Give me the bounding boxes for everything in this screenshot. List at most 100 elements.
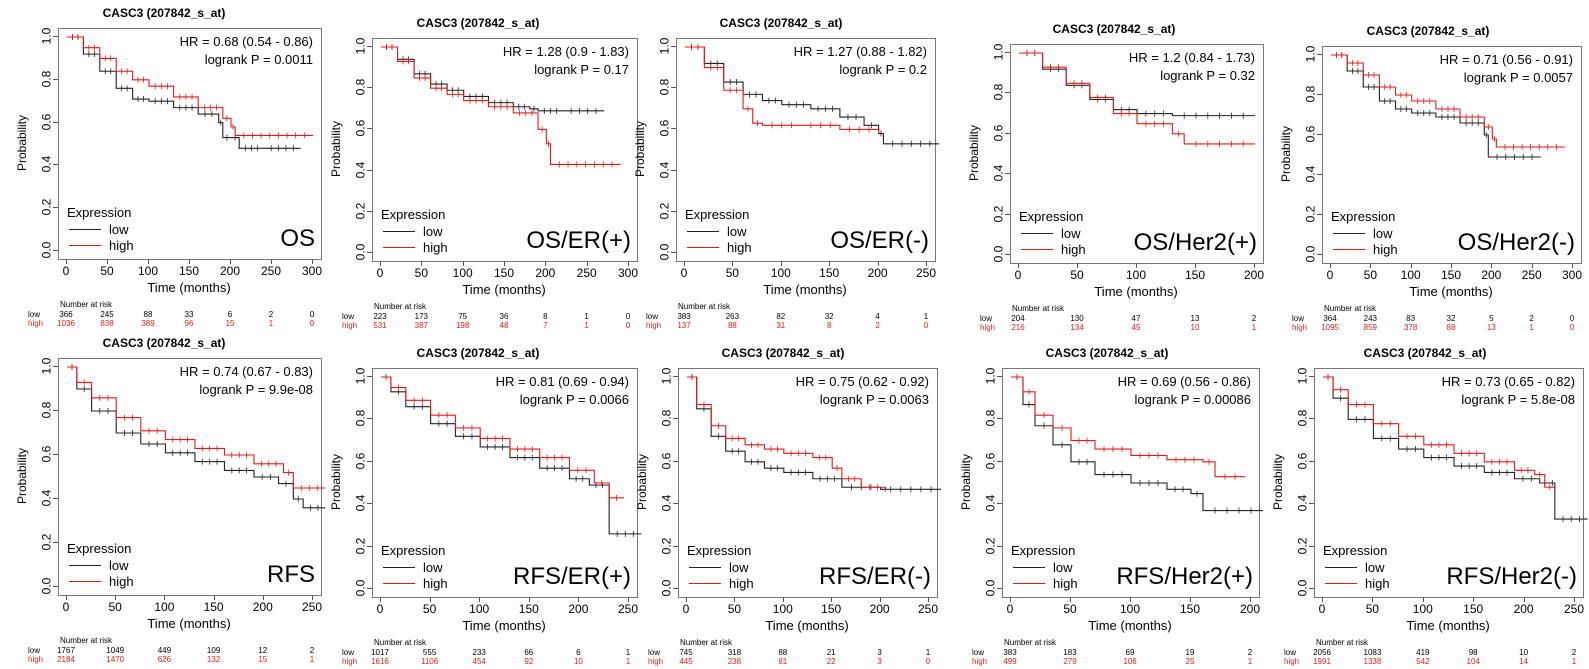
x-tick-mark <box>732 261 734 266</box>
risk-high-label: high <box>342 657 358 666</box>
legend-item-low: low <box>1323 559 1390 575</box>
risk-high-count: 0 <box>1569 323 1575 332</box>
risk-low-count: 88 <box>778 648 788 657</box>
risk-low-count: 555 <box>422 648 437 657</box>
risk-low-count: 1 <box>584 312 589 321</box>
risk-low-count: 2 <box>1251 314 1257 323</box>
legend-item-low: low <box>687 559 754 575</box>
hazard-ratio-stats: HR = 0.74 (0.67 - 0.83) logrank P = 9.9e-… <box>180 363 313 399</box>
risk-high-label: high <box>1292 323 1308 332</box>
plot-area: HR = 0.74 (0.67 - 0.83) logrank P = 9.9e-… <box>58 358 326 596</box>
x-tick-label: 0 <box>680 266 688 280</box>
x-tick-label: 150 <box>1179 602 1201 616</box>
x-tick-label: 250 <box>617 602 639 616</box>
x-tick-label: 200 <box>535 266 556 280</box>
risk-low-count: 82 <box>776 312 786 321</box>
y-tick-mark <box>671 252 676 253</box>
legend-title: Expression <box>1019 209 1084 224</box>
risk-low-label: low <box>342 312 355 321</box>
y-tick-mark <box>367 418 372 420</box>
y-axis-label: Probability <box>329 120 343 178</box>
y-tick-mark <box>1309 503 1314 505</box>
x-tick-label: 200 <box>1239 602 1261 616</box>
y-tick-label: 0.4 <box>983 494 998 512</box>
y-tick-label: 0.8 <box>657 78 672 96</box>
y-axis-label: Probability <box>635 453 649 511</box>
risk-high-count: 387 <box>414 321 429 330</box>
risk-high-count: 2184 <box>57 655 75 664</box>
logrank-p: logrank P = 5.8e-08 <box>1461 392 1575 407</box>
x-tick-mark <box>1574 597 1575 602</box>
risk-low-label: low <box>646 312 659 321</box>
risk-high-count: 859 <box>1363 323 1378 332</box>
x-tick-label: 250 <box>301 600 323 614</box>
km-panel: CASC3 (207842_s_at) Probability HR = 0.68 … <box>14 6 322 328</box>
panel-title: CASC3 (207842_s_at) <box>1366 24 1490 38</box>
km-curves <box>685 44 940 147</box>
legend-swatch <box>687 246 719 248</box>
y-tick-label: 0.4 <box>657 161 672 178</box>
x-tick-label: 300 <box>617 266 639 280</box>
risk-low-count: 21 <box>826 648 836 657</box>
x-tick-label: 0 <box>1326 268 1334 282</box>
risk-high-count: 389 <box>141 319 155 328</box>
y-tick-label: 0.2 <box>353 537 368 554</box>
risk-high-count: 81 <box>778 657 788 666</box>
legend-title: Expression <box>67 541 132 556</box>
legend-item-low: low <box>1019 225 1086 241</box>
y-tick-mark <box>53 454 58 455</box>
x-tick-mark <box>1572 263 1573 268</box>
x-tick-label: 200 <box>1513 602 1534 616</box>
legend-label: low <box>109 221 129 237</box>
subset-label: OS <box>280 225 315 252</box>
risk-low-count: 173 <box>414 312 429 321</box>
risk-high-count: 531 <box>373 321 387 330</box>
y-tick-label: 0.4 <box>39 489 54 507</box>
y-axis-label: Probability <box>959 453 973 511</box>
x-tick-mark <box>1254 263 1255 268</box>
risk-low-count: 366 <box>59 310 73 319</box>
y-axis-label: Probability <box>329 453 343 511</box>
risk-high-count: 10 <box>1190 323 1200 332</box>
y-tick-mark <box>997 376 1002 377</box>
legend-item-high: high <box>381 239 448 255</box>
legend-label: low <box>109 557 129 573</box>
legend: Expression low high <box>381 543 448 591</box>
y-tick-label: 1.0 <box>1303 45 1318 63</box>
x-tick-mark <box>164 595 166 600</box>
x-tick-label: 100 <box>452 266 473 280</box>
x-tick-mark <box>628 261 629 266</box>
risk-high-count: 1470 <box>106 655 125 664</box>
subset-label: OS/Her2(+) <box>1133 229 1257 256</box>
x-tick-label: 100 <box>770 266 791 280</box>
y-tick-label: 1.0 <box>1295 367 1310 385</box>
risk-low-count: 2 <box>309 646 315 655</box>
x-tick-label: 50 <box>100 264 114 278</box>
subset-label: RFS/ER(+) <box>512 563 631 590</box>
legend-swatch <box>69 228 101 230</box>
panel-title: CASC3 (207842_s_at) <box>1363 346 1487 360</box>
x-tick-label: 150 <box>1184 268 1206 282</box>
risk-low-count: 10 <box>1519 648 1529 657</box>
logrank-p: logrank P = 0.0011 <box>204 52 313 67</box>
risk-low-count: 233 <box>472 648 486 657</box>
y-tick-label: 0.0 <box>991 245 1006 263</box>
legend-label: low <box>727 223 747 239</box>
y-tick-mark <box>1317 94 1322 95</box>
y-tick-label: 0.2 <box>983 537 998 554</box>
risk-low-count: 1 <box>923 312 929 321</box>
risk-low-count: 47 <box>1131 314 1141 323</box>
risk-high-count: 1 <box>1247 657 1253 666</box>
risk-low-label: low <box>1292 314 1305 323</box>
x-tick-mark <box>1531 263 1533 268</box>
legend-swatch <box>383 230 415 232</box>
y-tick-label: 0.6 <box>353 452 368 470</box>
x-tick-mark <box>479 597 481 602</box>
risk-high-label: high <box>648 657 664 666</box>
legend-item-low: low <box>67 221 134 237</box>
subset-label: OS/ER(-) <box>830 227 929 254</box>
risk-high-count: 0 <box>925 657 931 666</box>
y-tick-label: 1.0 <box>39 27 54 45</box>
hazard-ratio: HR = 0.68 (0.54 - 0.86) <box>179 34 313 49</box>
y-tick-label: 0.0 <box>353 243 368 261</box>
